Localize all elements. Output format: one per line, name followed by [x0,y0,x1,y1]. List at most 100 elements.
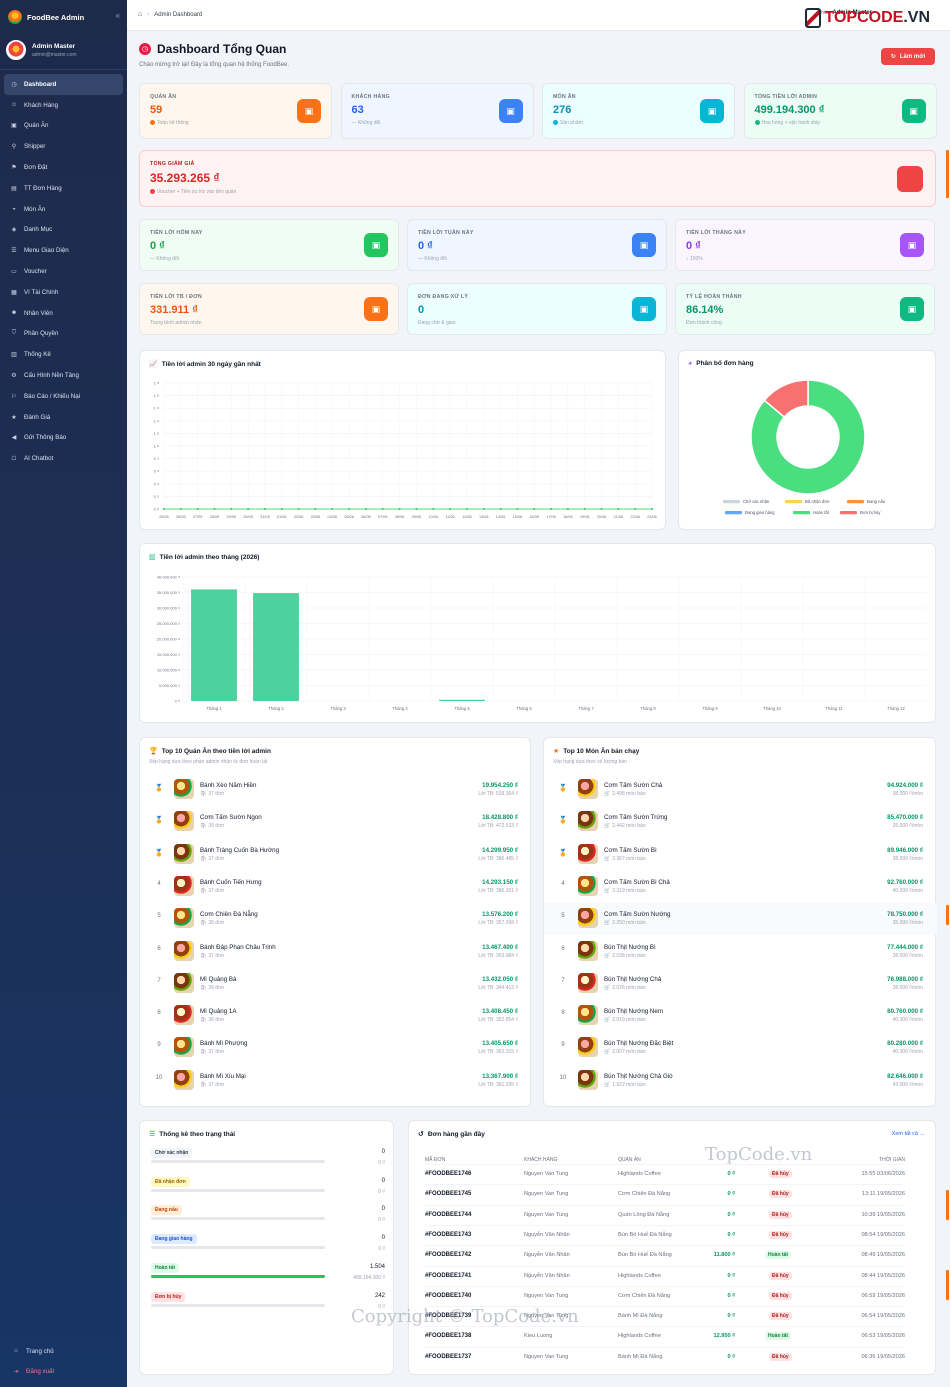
data-point[interactable] [432,508,435,510]
status-row[interactable]: Hoàn tất 1.504 499.194.300 ₫ [149,1262,385,1292]
rank-row[interactable]: 🏅2 Cơm Tấm Sườn Trứng🛒2.442 món bán 85.470… [544,806,937,838]
data-point[interactable] [196,508,199,510]
column-header[interactable]: Thời gian [879,1157,905,1163]
data-point[interactable] [179,508,182,510]
table-row[interactable]: #FOODBEE1744 Nguyen Van Tung Quán Lòng Đà … [425,1204,905,1225]
rank-row[interactable]: 🏅3 Bánh Tráng Cuốn Bà Hường🛍37 đơn 14.299.… [140,839,532,871]
rank-row[interactable]: 🏅2 Cơm Tấm Sườn Ngon🛍39 đơn 18.428.800 ₫Lờ… [140,806,532,838]
order-code[interactable]: #FOODBEE1740 [425,1292,472,1299]
rank-row[interactable]: 7 Bún Thịt Nướng Chả 🛒 2.026 món bán 76.988.… [544,968,937,1000]
status-row[interactable]: Đang nấu 0 0 ₫ [149,1205,385,1234]
data-point[interactable] [634,508,637,510]
data-point[interactable] [449,508,452,510]
legend-label[interactable]: Đơn bị hủy [860,510,881,515]
data-point[interactable] [583,508,586,510]
rank-row[interactable]: 8 Bún Thịt Nướng Nem 🛒 2.019 món bán 80.760.… [544,1000,937,1032]
rank-row[interactable]: 8 Mì Quảng 1A 🛍 38 đơn 13.408.450 ₫ Lời TB: 3… [140,1000,532,1032]
order-code[interactable]: #FOODBEE1742 [425,1252,472,1259]
order-code[interactable]: #FOODBEE1738 [425,1333,472,1340]
data-point[interactable] [263,508,266,510]
column-header[interactable]: Khách hàng [524,1157,558,1163]
status-row[interactable]: Đang giao hàng 0 0 ₫ [149,1234,385,1263]
sidebar-item-menu[interactable]: ☰ Menu Giao Diện [4,240,123,261]
data-point[interactable] [314,508,317,510]
sidebar-item-gauge[interactable]: ◷ Dashboard [4,74,123,95]
status-row[interactable]: Đơn bị hủy 242 0 ₫ [149,1291,385,1321]
rank-row[interactable]: 🏅1 Bánh Xèo Năm Hiền 🛍37 đơn 19.954.250 ₫ Lờ… [140,774,532,806]
sidebar-item-bowl[interactable]: ◒ Món Ăn [4,199,123,220]
data-point[interactable] [398,508,401,510]
rank-row[interactable]: 🏅1 Cơm Tấm Sườn Chả 🛒2.498 món bán 94.924.0… [544,774,937,806]
sidebar-item-megaphone[interactable]: ◀ Gửi Thông Báo [4,428,123,449]
legend-label[interactable]: Hoàn tất [813,510,830,515]
bar[interactable] [253,593,299,701]
order-code[interactable]: #FOODBEE1745 [425,1191,472,1198]
rank-row[interactable]: 4 Bánh Cuốn Tiến Hưng 🛍 37 đơn 14.293.150 ₫ L… [140,871,532,903]
sidebar-item-star[interactable]: ★ Đánh Giá [4,407,123,428]
table-row[interactable]: #FOODBEE1743 Nguyễn Văn Nhân Bún Bò Huế Đà… [425,1224,905,1245]
table-row[interactable]: #FOODBEE1737 Nguyen Van Tung Bánh Mì Đà Nẵ… [425,1346,905,1367]
order-code[interactable]: #FOODBEE1744 [425,1211,472,1218]
data-point[interactable] [533,508,536,510]
logout-button[interactable]: ⇥ Đăng xuất [4,1362,123,1380]
rank-row[interactable]: 6 Bánh Đập Phan Châu Trinh 🛍 37 đơn 13.467.4… [140,936,532,968]
data-point[interactable] [163,508,165,510]
order-code[interactable]: #FOODBEE1746 [425,1171,472,1177]
order-code[interactable]: #FOODBEE1737 [425,1353,472,1360]
sidebar-brand[interactable]: FoodBee Admin « [8,8,120,26]
home-icon[interactable]: ⌂ [138,11,143,18]
legend-label[interactable]: Chờ xác nhận [743,499,770,504]
data-point[interactable] [482,508,485,510]
table-row[interactable]: #FOODBEE1741 Nguyễn Văn Nhân Highlands Cof… [425,1265,905,1286]
sidebar-item-store[interactable]: ▣ Quán Ăn [4,116,123,137]
table-row[interactable]: #FOODBEE1739 Nguyen Van Tung Bánh Mì Đà Nẵ… [425,1306,905,1326]
rank-row[interactable]: 5 Cơm Chiên Đà Nẵng 🛍 38 đơn 13.576.200 ₫ Lời… [140,903,532,935]
sidebar-item-users[interactable]: ☺ Khách Hàng [4,95,123,116]
data-point[interactable] [381,508,384,510]
sidebar-item-ticket[interactable]: ▭ Voucher [4,261,123,282]
sidebar-item-user[interactable]: ☻ Nhân Viên [4,303,123,324]
data-point[interactable] [550,508,553,510]
data-point[interactable] [516,508,519,510]
sidebar-item-robot[interactable]: ☖ AI Chatbot [4,448,123,469]
sidebar-item-wallet[interactable]: ▦ Ví Tài Chính [4,282,123,303]
sidebar-item-cart[interactable]: ⚑ Đơn Đặt [4,157,123,178]
rank-row[interactable]: 10 Bún Thịt Nướng Chả Giò 🛒 1.922 món bán 82… [544,1065,937,1097]
data-point[interactable] [415,508,418,510]
sidebar-item-flag[interactable]: ⚐ Báo Cáo / Khiếu Nại [4,386,123,407]
data-point[interactable] [297,508,300,510]
data-point[interactable] [364,508,367,510]
rank-row[interactable]: 5 Cơm Tấm Sườn Nướng 🛒 2.250 món bán 78.750.… [544,903,937,936]
table-row[interactable]: #FOODBEE1742 Nguyễn Văn Nhân Bún Bò Huế Đà… [425,1245,905,1265]
sidebar-item-layers[interactable]: ◈ Danh Mục [4,220,123,241]
data-point[interactable] [465,508,468,510]
order-code[interactable]: #FOODBEE1741 [425,1272,472,1279]
pie-slice[interactable] [750,379,866,495]
data-point[interactable] [600,508,603,510]
order-code[interactable]: #FOODBEE1739 [425,1313,472,1320]
data-point[interactable] [651,508,653,510]
sidebar-user[interactable]: Admin Master admin@master.com [6,37,121,63]
legend-label[interactable]: Đang giao hàng [745,510,775,515]
rank-row[interactable]: 9 Bánh Mì Phượng 🛍 37 đơn 13.405.650 ₫ Lời TB… [140,1032,532,1064]
table-row[interactable]: #FOODBEE1738 Kieu Luong Highlands Coffee 12… [425,1326,905,1346]
collapse-sidebar-icon[interactable]: « [115,11,120,20]
data-point[interactable] [348,508,351,510]
pie-slice[interactable] [763,379,809,419]
rank-row[interactable]: 4 Cơm Tấm Sườn Bì Chả 🛒 2.319 món bán 92.760… [544,871,937,903]
bar[interactable] [439,699,485,701]
view-all-link[interactable]: Xem tất cả → [891,1131,925,1137]
status-row[interactable]: Đã nhận đơn 0 0 ₫ [149,1176,385,1206]
table-row[interactable]: #FOODBEE1740 Nguyen Van Tung Cơm Chiên Đà … [425,1285,905,1306]
data-point[interactable] [247,508,250,510]
table-row[interactable]: #FOODBEE1746 Nguyen Van Tung Highlands Cof… [425,1164,905,1184]
sidebar-item-gears[interactable]: ⚙ Cấu Hình Nền Tảng [4,365,123,386]
sidebar-item-chart[interactable]: ▥ Thống Kê [4,344,123,365]
data-point[interactable] [213,508,216,510]
rank-row[interactable]: 🏅3 Cơm Tấm Sườn Bì🛒2.367 món bán 89.946.00… [544,839,937,871]
column-header[interactable]: Mã đơn [425,1157,446,1163]
bar[interactable] [191,589,237,701]
column-header[interactable]: Quán ăn [618,1157,641,1163]
data-point[interactable] [230,508,233,510]
rank-row[interactable]: 6 Bún Thịt Nướng Bì 🛒 2.038 món bán 77.444.0… [544,936,937,968]
